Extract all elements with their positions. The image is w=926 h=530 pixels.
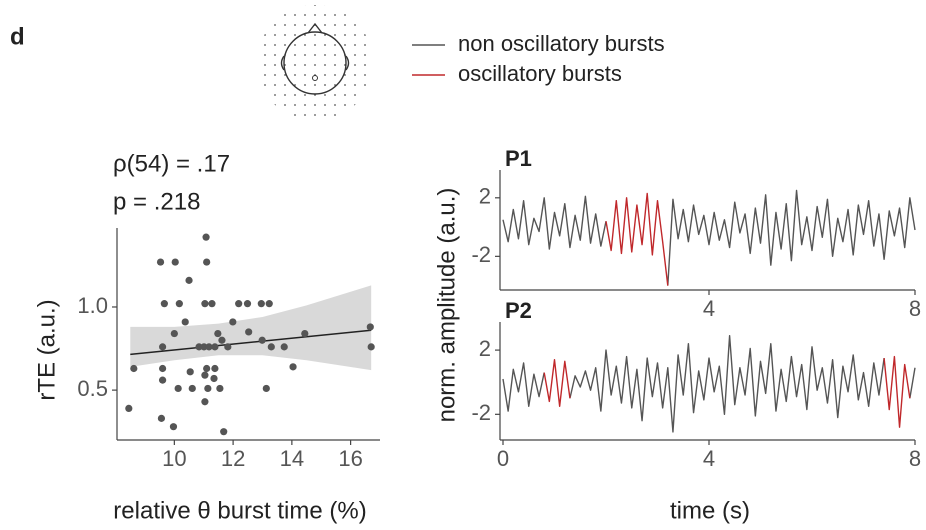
legend-label: non oscillatory bursts: [458, 31, 665, 56]
y-tick-label: 2: [479, 336, 491, 361]
panel-label: d: [10, 23, 25, 50]
point: [211, 343, 219, 351]
x-tick-label: 12: [221, 446, 245, 471]
confidence-band: [130, 285, 372, 371]
point: [301, 329, 309, 338]
point: [125, 404, 133, 413]
point: [366, 323, 374, 331]
y-tick-label: 0.5: [77, 376, 108, 401]
point: [265, 300, 273, 308]
point: [235, 300, 243, 308]
trace: [543, 355, 911, 428]
y-tick-label: 1.0: [77, 293, 108, 318]
point: [188, 384, 196, 393]
electrode-grid: [257, 5, 373, 121]
point: [229, 318, 237, 326]
point: [243, 300, 252, 308]
point: [201, 398, 209, 406]
point: [158, 364, 167, 373]
point: [202, 233, 210, 241]
x-axis-label: time (s): [670, 497, 750, 524]
x-tick-label: 4: [703, 296, 715, 321]
x-tick-label: 10: [162, 446, 186, 471]
point: [208, 300, 216, 308]
point: [171, 258, 179, 266]
point: [174, 384, 182, 393]
point: [210, 374, 218, 383]
point: [280, 343, 288, 351]
point: [160, 300, 168, 308]
point: [257, 300, 265, 308]
point: [203, 258, 211, 266]
fit-line: [130, 329, 372, 356]
trace: [502, 334, 916, 433]
point: [181, 318, 189, 326]
x-tick-label: 14: [280, 446, 304, 471]
y-tick-label: -2: [471, 400, 491, 425]
x-tick-label: 8: [909, 446, 921, 471]
y-axis-label: norm. amplitude (a.u.): [433, 188, 460, 423]
point: [218, 336, 226, 344]
point: [195, 343, 203, 351]
point: [170, 329, 178, 338]
point: [201, 371, 209, 379]
x-tick-label: 4: [703, 446, 715, 471]
y-tick-label: 2: [479, 184, 491, 209]
x-axis-label: relative θ burst time (%): [113, 497, 366, 524]
point: [258, 336, 266, 344]
point: [203, 364, 211, 373]
ears: [280, 55, 350, 71]
point: [367, 343, 375, 351]
point: [211, 364, 219, 373]
panel-title: P2: [505, 298, 532, 323]
y-axis-label: rTE (a.u.): [33, 299, 60, 400]
panel-title: P1: [505, 146, 532, 171]
trace: [605, 192, 669, 286]
point: [245, 328, 253, 336]
x-tick-label: 8: [909, 296, 921, 321]
point: [262, 384, 270, 393]
point: [220, 428, 228, 436]
annotation: ρ(54) = .17: [113, 150, 230, 177]
point: [289, 363, 297, 371]
point: [185, 276, 193, 284]
point: [205, 343, 213, 351]
point: [130, 364, 138, 373]
x-tick-label: 16: [338, 446, 362, 471]
point: [156, 258, 165, 266]
point: [214, 329, 222, 338]
annotation: p = .218: [113, 188, 200, 215]
point: [201, 300, 209, 308]
point: [216, 384, 224, 393]
legend-label: oscillatory bursts: [458, 61, 622, 86]
trace: [502, 189, 916, 286]
point: [158, 343, 167, 351]
point: [224, 343, 232, 351]
x-tick-label: 0: [497, 446, 509, 471]
head-outline: [283, 31, 347, 95]
nose: [307, 22, 323, 34]
point: [200, 343, 208, 351]
point: [169, 423, 178, 431]
electrode-marker: [312, 75, 318, 81]
point: [186, 368, 194, 376]
point: [204, 384, 212, 393]
head-icon: [257, 5, 373, 121]
point: [267, 343, 275, 351]
point: [175, 300, 183, 308]
y-tick-label: -2: [471, 242, 491, 267]
point: [157, 414, 166, 422]
point: [158, 376, 167, 384]
